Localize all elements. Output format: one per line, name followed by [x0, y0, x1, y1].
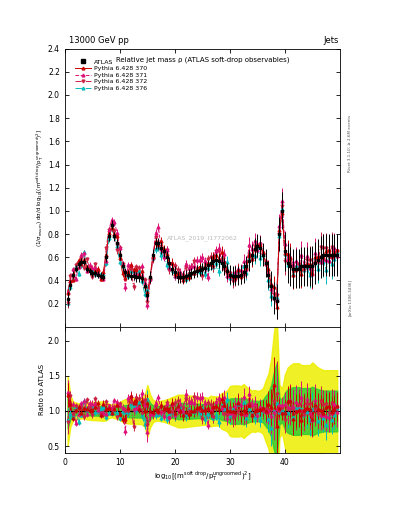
Text: 13000 GeV pp: 13000 GeV pp	[69, 36, 129, 45]
Text: Relative jet mass ρ (ATLAS soft-drop observables): Relative jet mass ρ (ATLAS soft-drop obs…	[116, 57, 289, 63]
Legend: ATLAS, Pythia 6.428 370, Pythia 6.428 371, Pythia 6.428 372, Pythia 6.428 376: ATLAS, Pythia 6.428 370, Pythia 6.428 37…	[73, 57, 149, 93]
Text: ATLAS_2019_I1772062: ATLAS_2019_I1772062	[167, 235, 238, 241]
Y-axis label: Ratio to ATLAS: Ratio to ATLAS	[39, 365, 45, 415]
Y-axis label: (1/σ$_{\mathrm{resum}}$) dσ/d log$_{10}$[(m$^{\mathrm{soft\ drop}}$/p$_\mathrm{T: (1/σ$_{\mathrm{resum}}$) dσ/d log$_{10}$…	[35, 129, 46, 247]
Text: Jets: Jets	[323, 36, 339, 45]
Text: Rivet 3.1.10; ≥ 2.6M events: Rivet 3.1.10; ≥ 2.6M events	[348, 115, 352, 172]
X-axis label: log$_{10}$[(m$^{\mathrm{soft\ drop}}$/p$_\mathrm{T}^{\mathrm{ungroomed}}$)$^2$]: log$_{10}$[(m$^{\mathrm{soft\ drop}}$/p$…	[154, 470, 251, 483]
Text: [arXiv:1306.3436]: [arXiv:1306.3436]	[348, 279, 352, 315]
